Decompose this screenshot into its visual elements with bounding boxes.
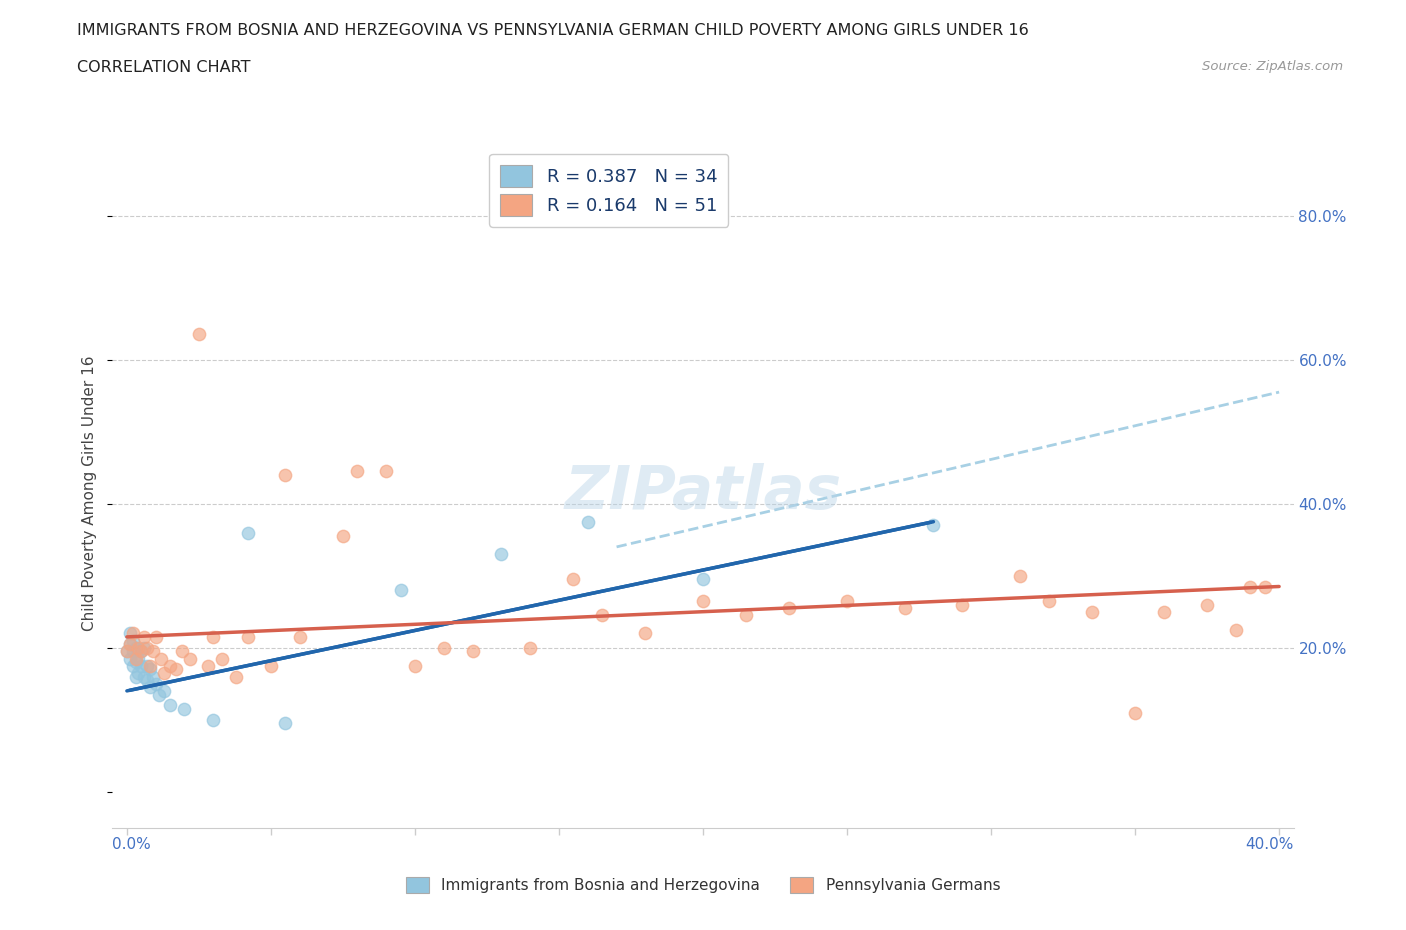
- Point: [159, 658, 181, 673]
- Point: [134, 669, 156, 684]
- Point: [124, 651, 146, 666]
- Point: [562, 572, 585, 587]
- Text: 40.0%: 40.0%: [1246, 837, 1294, 852]
- Point: [136, 672, 159, 687]
- Point: [375, 464, 398, 479]
- Point: [153, 684, 176, 698]
- Point: [1239, 579, 1261, 594]
- Point: [150, 651, 173, 666]
- Legend: R = 0.387   N = 34, R = 0.164   N = 51: R = 0.387 N = 34, R = 0.164 N = 51: [489, 153, 728, 227]
- Point: [1225, 622, 1247, 637]
- Point: [692, 572, 714, 587]
- Point: [153, 666, 176, 681]
- Point: [134, 640, 156, 655]
- Point: [142, 669, 165, 684]
- Point: [692, 593, 714, 608]
- Point: [922, 518, 945, 533]
- Point: [1153, 604, 1175, 619]
- Text: IMMIGRANTS FROM BOSNIA AND HERZEGOVINA VS PENNSYLVANIA GERMAN CHILD POVERTY AMON: IMMIGRANTS FROM BOSNIA AND HERZEGOVINA V…: [77, 23, 1029, 38]
- Point: [202, 712, 225, 727]
- Point: [127, 651, 149, 666]
- Point: [433, 640, 456, 655]
- Point: [129, 644, 152, 658]
- Point: [835, 593, 858, 608]
- Point: [260, 658, 283, 673]
- Point: [634, 626, 657, 641]
- Point: [118, 626, 141, 641]
- Text: ZIPatlas: ZIPatlas: [564, 463, 842, 523]
- Point: [1254, 579, 1277, 594]
- Point: [332, 528, 354, 543]
- Point: [1081, 604, 1104, 619]
- Point: [1123, 705, 1146, 720]
- Point: [129, 658, 152, 673]
- Point: [461, 644, 484, 658]
- Point: [139, 680, 162, 695]
- Point: [165, 662, 187, 677]
- Point: [121, 633, 143, 648]
- Text: Source: ZipAtlas.com: Source: ZipAtlas.com: [1202, 60, 1343, 73]
- Point: [118, 651, 141, 666]
- Point: [202, 630, 225, 644]
- Point: [129, 644, 152, 658]
- Point: [139, 658, 162, 673]
- Point: [404, 658, 426, 673]
- Point: [236, 630, 259, 644]
- Point: [121, 658, 143, 673]
- Point: [139, 662, 162, 677]
- Point: [170, 644, 193, 658]
- Point: [288, 630, 311, 644]
- Legend: Immigrants from Bosnia and Herzegovina, Pennsylvania Germans: Immigrants from Bosnia and Herzegovina, …: [399, 870, 1007, 899]
- Point: [121, 644, 143, 658]
- Point: [121, 626, 143, 641]
- Point: [491, 547, 513, 562]
- Point: [225, 669, 247, 684]
- Point: [159, 698, 181, 712]
- Point: [127, 666, 149, 681]
- Point: [124, 640, 146, 655]
- Point: [136, 658, 159, 673]
- Point: [778, 601, 800, 616]
- Point: [1038, 593, 1060, 608]
- Point: [211, 651, 233, 666]
- Point: [145, 630, 167, 644]
- Point: [950, 597, 973, 612]
- Point: [127, 640, 149, 655]
- Point: [118, 637, 141, 652]
- Point: [1197, 597, 1219, 612]
- Point: [136, 640, 159, 655]
- Point: [142, 644, 165, 658]
- Point: [145, 676, 167, 691]
- Point: [124, 655, 146, 670]
- Point: [134, 630, 156, 644]
- Point: [735, 608, 758, 623]
- Point: [115, 644, 138, 658]
- Text: CORRELATION CHART: CORRELATION CHART: [77, 60, 250, 75]
- Point: [274, 468, 297, 483]
- Y-axis label: Child Poverty Among Girls Under 16: Child Poverty Among Girls Under 16: [82, 355, 97, 631]
- Point: [389, 583, 412, 598]
- Point: [115, 644, 138, 658]
- Point: [236, 525, 259, 540]
- Point: [197, 658, 219, 673]
- Point: [519, 640, 541, 655]
- Point: [274, 716, 297, 731]
- Point: [118, 637, 141, 652]
- Point: [893, 601, 915, 616]
- Point: [576, 514, 599, 529]
- Point: [148, 687, 170, 702]
- Text: 0.0%: 0.0%: [112, 837, 152, 852]
- Point: [591, 608, 613, 623]
- Point: [187, 327, 209, 342]
- Point: [346, 464, 368, 479]
- Point: [173, 701, 195, 716]
- Point: [124, 669, 146, 684]
- Point: [1008, 568, 1031, 583]
- Point: [179, 651, 201, 666]
